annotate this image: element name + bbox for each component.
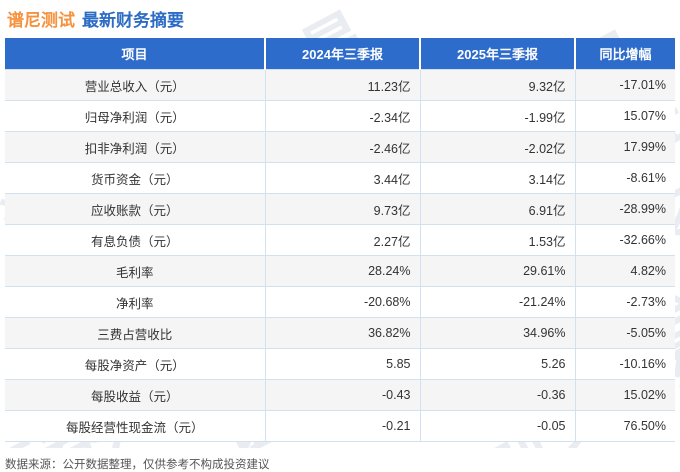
cell-value-change: -10.16%: [575, 348, 675, 380]
cell-value-2024: -2.34亿: [265, 100, 421, 132]
cell-value-change: 15.02%: [575, 379, 675, 411]
column-header-change: 同比增幅: [574, 38, 675, 70]
financial-table-container: 项目 2024年三季报 2025年三季报 同比增幅 营业总收入（元） 11.23亿…: [5, 38, 675, 442]
cell-metric-name: 每股经营性现金流（元）: [5, 410, 266, 442]
table-row: 每股收益（元） -0.43 -0.36 15.02%: [5, 379, 675, 411]
cell-value-2024: -0.21: [265, 410, 421, 442]
data-source-note: 数据来源：公开数据整理，仅供参考不构成投资建议: [5, 459, 270, 471]
cell-value-2025: 6.91亿: [420, 193, 576, 225]
cell-value-2025: 34.96%: [420, 317, 576, 349]
table-row: 毛利率 28.24% 29.61% 4.82%: [5, 255, 675, 287]
cell-value-change: -8.61%: [575, 162, 675, 194]
table-row: 扣非净利润（元） -2.46亿 -2.02亿 17.99%: [5, 131, 675, 163]
table-header: 项目 2024年三季报 2025年三季报 同比增幅: [5, 38, 675, 70]
cell-value-2024: 11.23亿: [265, 69, 421, 101]
cell-metric-name: 每股收益（元）: [5, 379, 266, 411]
cell-metric-name: 营业总收入（元）: [5, 69, 266, 101]
cell-value-2025: 3.14亿: [420, 162, 576, 194]
cell-metric-name: 三费占营收比: [5, 317, 266, 349]
page-title: 谱尼测试 最新财务摘要: [0, 0, 680, 38]
table-row: 有息负债（元） 2.27亿 1.53亿 -32.66%: [5, 224, 675, 256]
report-title: 最新财务摘要: [82, 11, 184, 30]
cell-value-2025: -0.05: [420, 410, 576, 442]
cell-value-change: -2.73%: [575, 286, 675, 318]
cell-value-2024: 36.82%: [265, 317, 421, 349]
cell-value-change: -28.99%: [575, 193, 675, 225]
cell-value-change: 17.99%: [575, 131, 675, 163]
cell-value-change: -32.66%: [575, 224, 675, 256]
cell-value-2025: -2.02亿: [420, 131, 576, 163]
cell-value-2025: 29.61%: [420, 255, 576, 287]
column-header-y2025: 2025年三季报: [419, 38, 576, 70]
cell-value-2025: 9.32亿: [420, 69, 576, 101]
table-row: 三费占营收比 36.82% 34.96% -5.05%: [5, 317, 675, 349]
cell-value-2025: -0.36: [420, 379, 576, 411]
column-header-y2024: 2024年三季报: [264, 38, 421, 70]
table-row: 营业总收入（元） 11.23亿 9.32亿 -17.01%: [5, 69, 675, 101]
cell-value-2024: -20.68%: [265, 286, 421, 318]
cell-value-2024: -2.46亿: [265, 131, 421, 163]
cell-value-2025: -1.99亿: [420, 100, 576, 132]
table-body: 营业总收入（元） 11.23亿 9.32亿 -17.01% 归母净利润（元） -2.34亿…: [5, 69, 675, 442]
table-row: 应收账款（元） 9.73亿 6.91亿 -28.99%: [5, 193, 675, 225]
cell-metric-name: 货币资金（元）: [5, 162, 266, 194]
table-header-row: 项目 2024年三季报 2025年三季报 同比增幅: [5, 38, 675, 70]
cell-metric-name: 应收账款（元）: [5, 193, 266, 225]
table-row: 归母净利润（元） -2.34亿 -1.99亿 15.07%: [5, 100, 675, 132]
table-row: 货币资金（元） 3.44亿 3.14亿 -8.61%: [5, 162, 675, 194]
cell-metric-name: 归母净利润（元）: [5, 100, 266, 132]
cell-value-2025: 5.26: [420, 348, 576, 380]
financial-summary-table: 项目 2024年三季报 2025年三季报 同比增幅 营业总收入（元） 11.23亿…: [5, 38, 675, 442]
company-name: 谱尼测试: [7, 11, 75, 30]
cell-value-2025: 1.53亿: [420, 224, 576, 256]
cell-value-2024: -0.43: [265, 379, 421, 411]
cell-metric-name: 净利率: [5, 286, 266, 318]
cell-value-2024: 9.73亿: [265, 193, 421, 225]
cell-metric-name: 扣非净利润（元）: [5, 131, 266, 163]
cell-metric-name: 毛利率: [5, 255, 266, 287]
cell-value-change: 15.07%: [575, 100, 675, 132]
cell-value-2025: -21.24%: [420, 286, 576, 318]
column-header-item: 项目: [5, 38, 266, 70]
cell-value-change: 76.50%: [575, 410, 675, 442]
cell-value-change: -17.01%: [575, 69, 675, 101]
table-row: 每股经营性现金流（元） -0.21 -0.05 76.50%: [5, 410, 675, 442]
table-row: 净利率 -20.68% -21.24% -2.73%: [5, 286, 675, 318]
cell-value-2024: 5.85: [265, 348, 421, 380]
cell-value-change: -5.05%: [575, 317, 675, 349]
cell-value-change: 4.82%: [575, 255, 675, 287]
table-row: 每股净资产（元） 5.85 5.26 -10.16%: [5, 348, 675, 380]
cell-value-2024: 28.24%: [265, 255, 421, 287]
cell-metric-name: 每股净资产（元）: [5, 348, 266, 380]
cell-value-2024: 3.44亿: [265, 162, 421, 194]
cell-metric-name: 有息负债（元）: [5, 224, 266, 256]
cell-value-2024: 2.27亿: [265, 224, 421, 256]
